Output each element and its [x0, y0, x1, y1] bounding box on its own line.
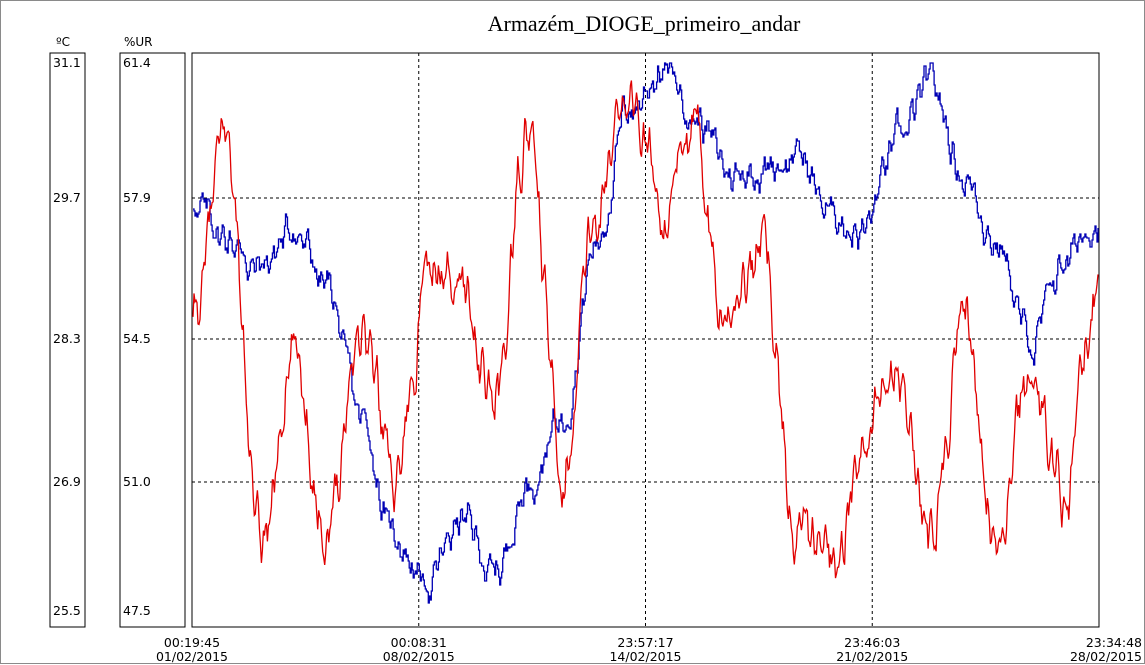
- x-axis-tick-time: 23:57:17: [617, 635, 673, 650]
- right-axis-unit: %UR: [124, 35, 153, 49]
- gridlines: [192, 53, 1099, 627]
- right-axis-tick-label: 47.5: [123, 603, 151, 618]
- x-axis-tick-time: 23:34:48: [1086, 635, 1142, 650]
- x-axis-tick-date: 21/02/2015: [836, 649, 908, 664]
- left-axis-tick-label: 28.3: [53, 331, 81, 346]
- x-axis-tick-time: 23:46:03: [844, 635, 900, 650]
- x-axis-tick-time: 00:19:45: [164, 635, 220, 650]
- left-axis-ticks: 31.1 29.7 28.3 26.9 25.5: [53, 55, 81, 618]
- temperature-series-line: [192, 80, 1099, 579]
- series-layer: [192, 62, 1099, 604]
- right-axis-tick-label: 54.5: [123, 331, 151, 346]
- right-axis-box: [119, 52, 186, 628]
- x-axis-tick-date: 01/02/2015: [156, 649, 228, 664]
- x-axis-tick-date: 14/02/2015: [609, 649, 681, 664]
- right-axis-tick-label: 61.4: [123, 55, 151, 70]
- right-axis-tick-label: 57.9: [123, 190, 151, 205]
- left-axis-box: [49, 52, 86, 628]
- right-axis-tick-label: 51.0: [123, 474, 151, 489]
- chart-title: Armazém_DIOGE_primeiro_andar: [488, 11, 801, 36]
- x-axis-tick-date: 08/02/2015: [383, 649, 455, 664]
- humidity-series-line: [193, 62, 1099, 604]
- x-axis-tick-date: 28/02/2015: [1070, 649, 1142, 664]
- left-axis-unit: ºC: [56, 35, 70, 49]
- left-axis-tick-label: 31.1: [53, 55, 81, 70]
- left-axis-tick-label: 26.9: [53, 474, 81, 489]
- x-axis-tick-time: 00:08:31: [391, 635, 447, 650]
- right-axis-ticks: 61.4 57.9 54.5 51.0 47.5: [123, 55, 151, 618]
- left-axis-tick-label: 25.5: [53, 603, 81, 618]
- left-axis-tick-label: 29.7: [53, 190, 81, 205]
